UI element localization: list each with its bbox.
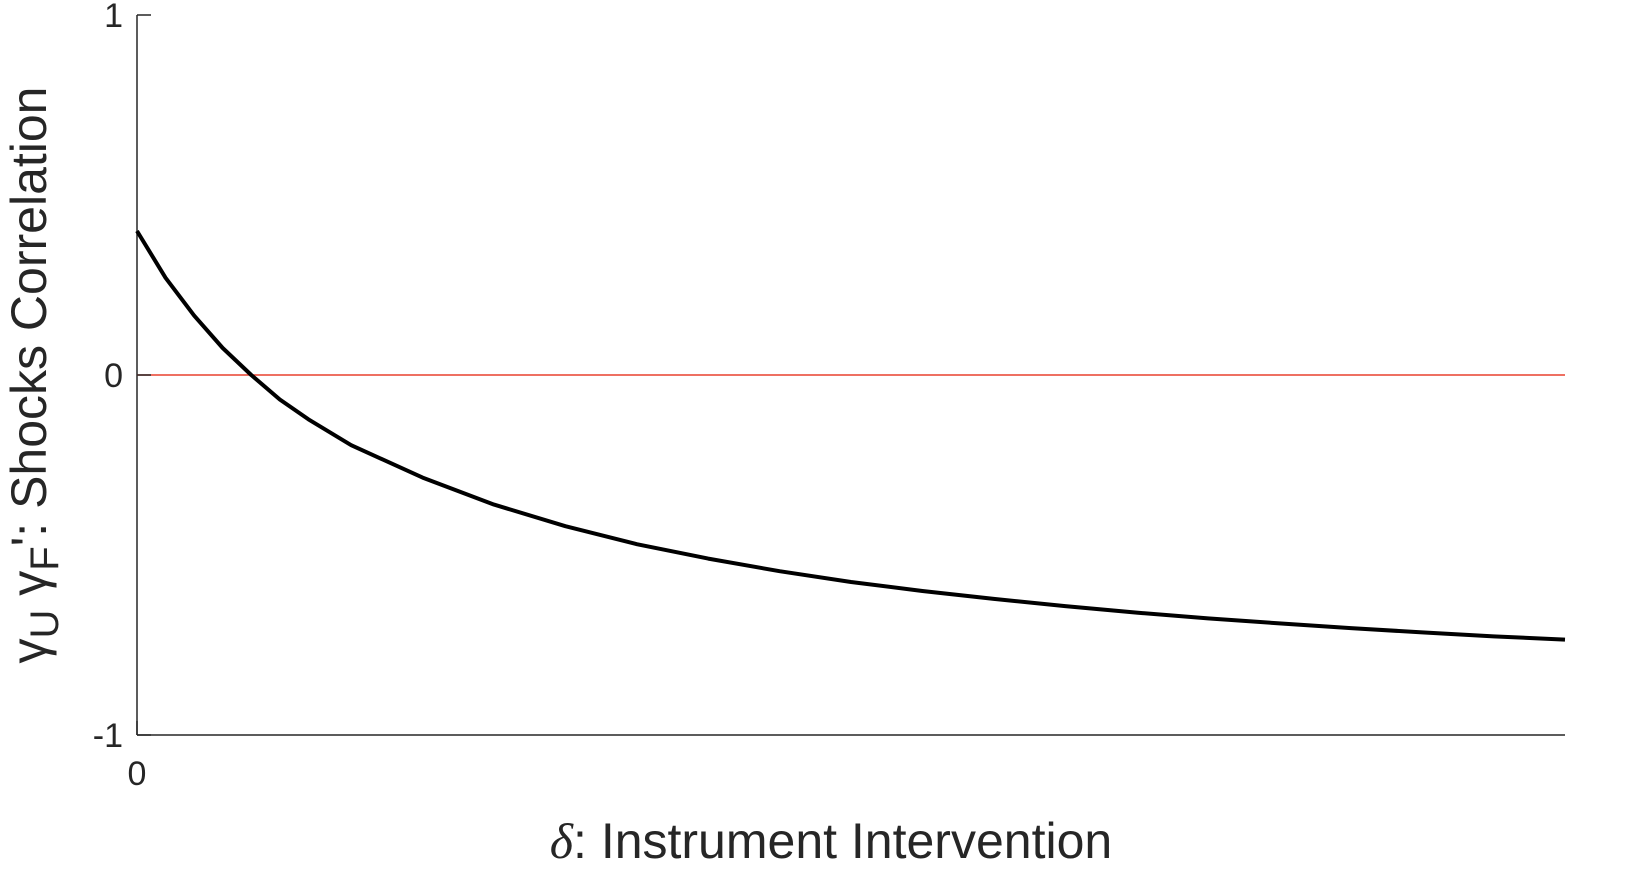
y-axis-label-text: ': Shocks Correlation <box>1 87 57 547</box>
x-axis-label-text: : Instrument Intervention <box>573 813 1112 869</box>
y-axis-label-gamma-2: γ <box>1 571 57 610</box>
y-tick-label: 1 <box>104 0 123 35</box>
y-tick-label: -1 <box>93 717 123 755</box>
y-axis-label-sub-f: F <box>23 546 67 570</box>
x-tick-label: 0 <box>128 755 147 793</box>
x-axis-label: δ: Instrument Intervention <box>550 813 1112 869</box>
y-axis-label-sub-u: U <box>23 610 67 639</box>
y-tick-label: 0 <box>104 357 123 395</box>
series-line-0 <box>135 229 1566 642</box>
x-axis-label-symbol: δ <box>550 813 574 869</box>
y-axis-label: γU γF': Shocks Correlation <box>1 87 67 664</box>
series-group <box>135 229 1566 642</box>
y-axis-label-gamma-1: γ <box>1 638 57 663</box>
